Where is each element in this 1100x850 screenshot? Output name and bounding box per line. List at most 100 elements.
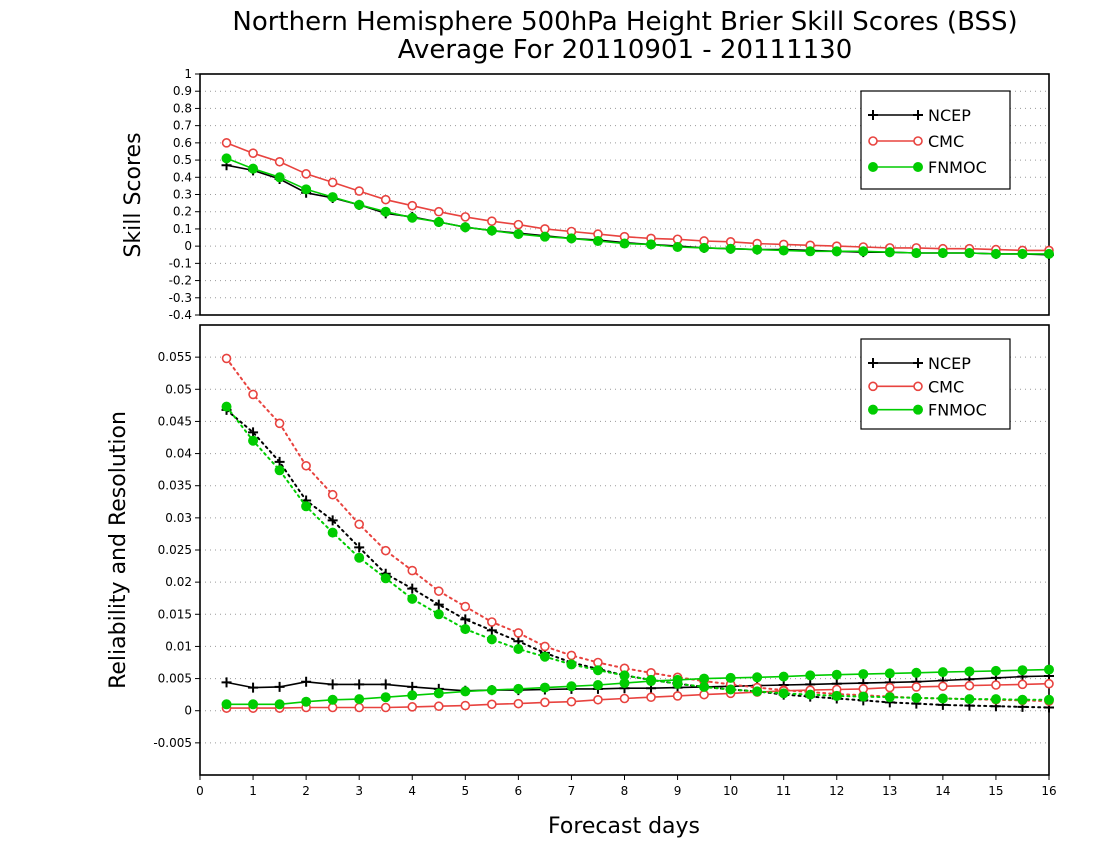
data-point — [460, 222, 471, 233]
data-point — [672, 242, 683, 253]
y-tick-label: 0.04 — [165, 447, 192, 461]
data-point — [433, 206, 444, 217]
data-point — [354, 186, 364, 196]
data-point — [699, 681, 710, 692]
data-point — [778, 688, 789, 699]
data-point — [460, 601, 471, 612]
x-tick-label: 7 — [568, 784, 576, 798]
y-tick-label: 0.1 — [173, 222, 192, 236]
data-point — [487, 216, 497, 226]
data-point — [858, 669, 869, 680]
data-point — [407, 690, 418, 701]
data-point — [433, 217, 444, 228]
y-tick-label: 0.015 — [158, 607, 192, 621]
data-point — [221, 353, 232, 364]
data-point — [327, 489, 338, 500]
data-point — [672, 674, 683, 685]
data-point — [248, 389, 258, 400]
x-tick-label: 11 — [776, 784, 791, 798]
data-point — [778, 245, 789, 256]
data-point — [354, 199, 365, 210]
data-point — [805, 670, 816, 681]
data-point — [327, 694, 338, 705]
data-point — [831, 246, 842, 257]
data-point — [619, 678, 630, 689]
data-point — [858, 246, 869, 257]
data-point — [858, 691, 869, 702]
x-tick-label: 2 — [302, 784, 310, 798]
data-point — [831, 669, 842, 680]
data-point — [327, 177, 338, 188]
x-tick-label: 3 — [355, 784, 363, 798]
data-point — [964, 680, 975, 691]
data-point — [646, 676, 657, 687]
data-point — [1017, 248, 1028, 259]
data-point — [248, 148, 258, 158]
data-point — [752, 686, 763, 697]
y-axis-title: Reliability and Resolution — [106, 411, 131, 689]
data-point — [1017, 679, 1028, 690]
y-tick-label: 0.02 — [165, 575, 192, 589]
data-point — [699, 673, 710, 684]
data-point — [990, 248, 1001, 259]
data-point — [274, 172, 285, 183]
data-point — [884, 692, 895, 703]
legend-label: FNMOC — [928, 158, 987, 177]
data-point — [778, 671, 789, 682]
data-point — [990, 694, 1001, 705]
data-point — [486, 634, 497, 645]
legend-label: CMC — [928, 132, 964, 151]
data-point — [831, 690, 842, 701]
series-fnmoc-dotted — [221, 401, 1054, 705]
x-tick-label: 10 — [723, 784, 738, 798]
data-point — [699, 242, 710, 253]
data-point — [380, 702, 391, 713]
y-tick-label: 0.3 — [173, 188, 192, 202]
data-point — [937, 667, 948, 678]
legend-item-ncep: NCEP — [868, 106, 971, 125]
data-point — [938, 681, 948, 692]
data-point — [301, 184, 312, 195]
y-tick-label: 0.05 — [165, 382, 192, 396]
data-point — [221, 401, 232, 412]
data-point — [301, 169, 311, 179]
data-point — [619, 693, 630, 704]
data-point — [407, 200, 418, 211]
x-tick-label: 16 — [1041, 784, 1056, 798]
data-point — [513, 683, 524, 694]
legend-marker — [868, 404, 878, 415]
data-point — [460, 614, 471, 625]
data-point — [274, 681, 285, 692]
data-point — [725, 684, 736, 695]
data-point — [354, 694, 365, 705]
x-tick-label: 12 — [829, 784, 844, 798]
data-point — [380, 692, 391, 703]
legend-marker — [868, 110, 878, 120]
data-point — [646, 692, 656, 703]
data-point — [274, 418, 285, 429]
y-tick-label: -0.1 — [169, 256, 192, 270]
x-tick-label: 5 — [461, 784, 469, 798]
data-point — [248, 682, 259, 693]
data-point — [248, 427, 259, 438]
legend-label: CMC — [928, 377, 964, 396]
data-point — [460, 624, 471, 635]
data-point — [487, 617, 497, 627]
data-point — [513, 698, 524, 709]
data-point — [911, 248, 922, 259]
data-point — [964, 694, 975, 705]
data-point — [885, 682, 895, 693]
data-point — [380, 194, 391, 205]
data-point — [301, 676, 312, 687]
data-point — [593, 694, 603, 705]
data-point — [911, 667, 922, 678]
data-point — [672, 691, 683, 701]
data-point — [460, 212, 471, 222]
y-tick-label: 0.7 — [173, 119, 192, 133]
data-point — [354, 519, 364, 530]
data-point — [592, 235, 603, 246]
data-point — [964, 248, 975, 259]
y-tick-label: 0.2 — [173, 205, 192, 219]
data-point — [274, 456, 285, 467]
